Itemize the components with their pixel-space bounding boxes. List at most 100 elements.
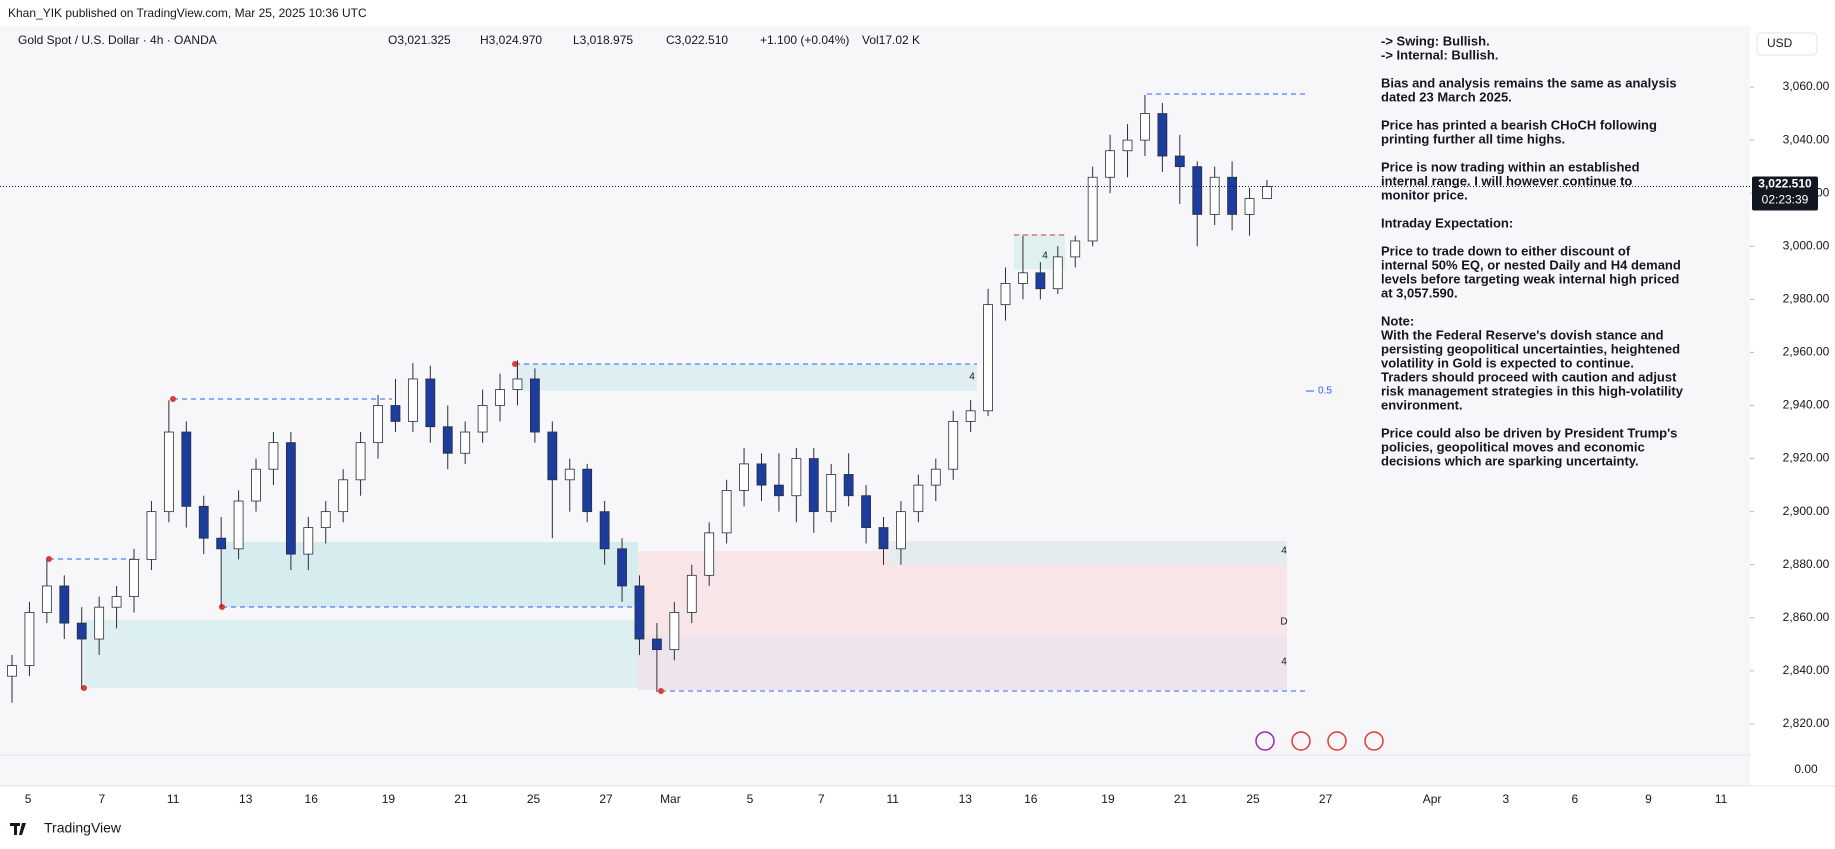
swing-dot xyxy=(219,604,225,610)
x-tick-label: 3 xyxy=(1502,792,1509,806)
candle-body xyxy=(983,304,993,412)
candle-body xyxy=(1209,176,1220,215)
annotation-line: persisting geopolitical uncertainties, h… xyxy=(1381,341,1680,356)
purple-zone xyxy=(638,635,1287,690)
candle-body xyxy=(826,474,837,513)
y-tick-label: 2,880.00 xyxy=(1783,557,1830,571)
event-icon xyxy=(1364,731,1384,751)
candle-body xyxy=(338,479,349,513)
x-tick-label: 11 xyxy=(1715,792,1728,806)
annotation-line: decisions which are sparking uncertainty… xyxy=(1381,453,1639,468)
candle-body xyxy=(129,559,139,597)
y-tick-label: 2,840.00 xyxy=(1783,663,1830,677)
y-tick-label: 2,820.00 xyxy=(1783,716,1830,730)
candle-body xyxy=(965,410,976,422)
swing-dot xyxy=(170,396,176,402)
event-icon xyxy=(1291,731,1311,751)
candle-body xyxy=(669,612,680,651)
event-icons xyxy=(1255,731,1384,751)
candle-body xyxy=(1087,176,1098,242)
candle-body xyxy=(1227,176,1237,215)
zone-label: D xyxy=(1280,617,1287,628)
candle-body xyxy=(303,527,314,555)
x-tick-label: 27 xyxy=(599,792,613,806)
candle-body xyxy=(721,490,732,534)
x-tick-label: 21 xyxy=(454,792,468,806)
candle-body xyxy=(1000,283,1011,306)
candle-body xyxy=(251,468,261,502)
ohlc-item: Vol17.02 K xyxy=(862,33,920,47)
annotation-line: With the Federal Reserve's dovish stance… xyxy=(1381,327,1664,342)
event-icon xyxy=(1327,731,1347,751)
annotation-line: Traders should proceed with caution and … xyxy=(1381,369,1677,384)
candle-body xyxy=(564,468,575,481)
annotation-line: Price has printed a bearish CHoCH follow… xyxy=(1381,117,1657,132)
annotation-line: policies, geopolitical moves and economi… xyxy=(1381,439,1645,454)
annotation-line: dated 23 March 2025. xyxy=(1381,89,1512,104)
candle-body xyxy=(843,474,854,497)
y-tick-label: 3,000.00 xyxy=(1783,238,1830,252)
candle-body xyxy=(530,378,540,433)
annotation-line: Price to trade down to either discount o… xyxy=(1381,243,1631,258)
candle-body xyxy=(477,405,488,433)
annotation-line: environment. xyxy=(1381,397,1463,412)
candle-body xyxy=(547,431,558,481)
zone-label: 0.5 xyxy=(1318,386,1332,397)
demand-zone xyxy=(222,542,638,607)
candle-body xyxy=(599,511,610,550)
annotation-line: Note: xyxy=(1381,313,1414,328)
candle-body xyxy=(373,405,383,444)
candle-body xyxy=(686,574,697,613)
y-tick-label: 2,920.00 xyxy=(1783,451,1830,465)
x-tick-label: 6 xyxy=(1571,792,1578,806)
supply-zone xyxy=(515,364,977,391)
x-tick-label: 11 xyxy=(886,792,899,806)
last-price-label: 3,022.510 xyxy=(1758,177,1812,191)
x-tick-label: 11 xyxy=(167,792,180,806)
x-tick-label: 21 xyxy=(1174,792,1188,806)
x-tick-label: 27 xyxy=(1319,792,1333,806)
swing-dot xyxy=(658,688,664,694)
ohlc-item: +1.100 (+0.04%) xyxy=(760,33,849,47)
x-tick-label: 19 xyxy=(382,792,396,806)
currency-box[interactable] xyxy=(1756,32,1818,56)
annotation-line: levels before targeting weak internal hi… xyxy=(1381,271,1679,286)
candle-body xyxy=(652,638,662,651)
swing-points xyxy=(46,361,664,694)
candle-body xyxy=(111,596,122,608)
annotation-line: Intraday Expectation: xyxy=(1381,215,1513,230)
annotation-line: internal 50% EQ, or nested Daily and H4 … xyxy=(1381,257,1681,272)
candle-body xyxy=(285,442,296,555)
y-tick-label: 2,980.00 xyxy=(1783,292,1830,306)
candle-body xyxy=(163,431,174,513)
candle-body xyxy=(1105,150,1115,178)
x-tick-label: 16 xyxy=(1024,792,1038,806)
candle-body xyxy=(1174,155,1185,168)
candle-body xyxy=(617,548,627,587)
swing-dot xyxy=(46,556,52,562)
currency[interactable]: USD xyxy=(1767,36,1793,50)
event-icon xyxy=(1255,731,1275,751)
candle-body xyxy=(913,484,924,513)
candle-body xyxy=(808,458,819,513)
candle-body xyxy=(24,612,35,666)
pink-zone xyxy=(638,551,1287,635)
candle-body xyxy=(896,511,906,550)
ohlc-item: O3,021.325 xyxy=(388,33,451,47)
annotation-line: -> Internal: Bullish. xyxy=(1381,47,1498,62)
candle-body xyxy=(390,405,401,422)
annotation-line: Bias and analysis remains the same as an… xyxy=(1381,75,1677,90)
candle-body xyxy=(948,421,959,470)
zone-label: 4 xyxy=(969,372,975,383)
y-tick-label: 2,960.00 xyxy=(1783,345,1830,359)
annotation-line: Price could also be driven by President … xyxy=(1381,425,1677,440)
demand-zone xyxy=(889,541,1287,564)
volume-axis-label: 0.00 xyxy=(1794,762,1818,776)
swing-dot xyxy=(512,361,518,367)
candle-body xyxy=(512,378,523,390)
candle-body xyxy=(320,511,331,528)
candle-body xyxy=(198,505,209,539)
candle-body xyxy=(704,532,715,576)
candle-body xyxy=(756,463,767,486)
x-tick-label: 25 xyxy=(1246,792,1260,806)
